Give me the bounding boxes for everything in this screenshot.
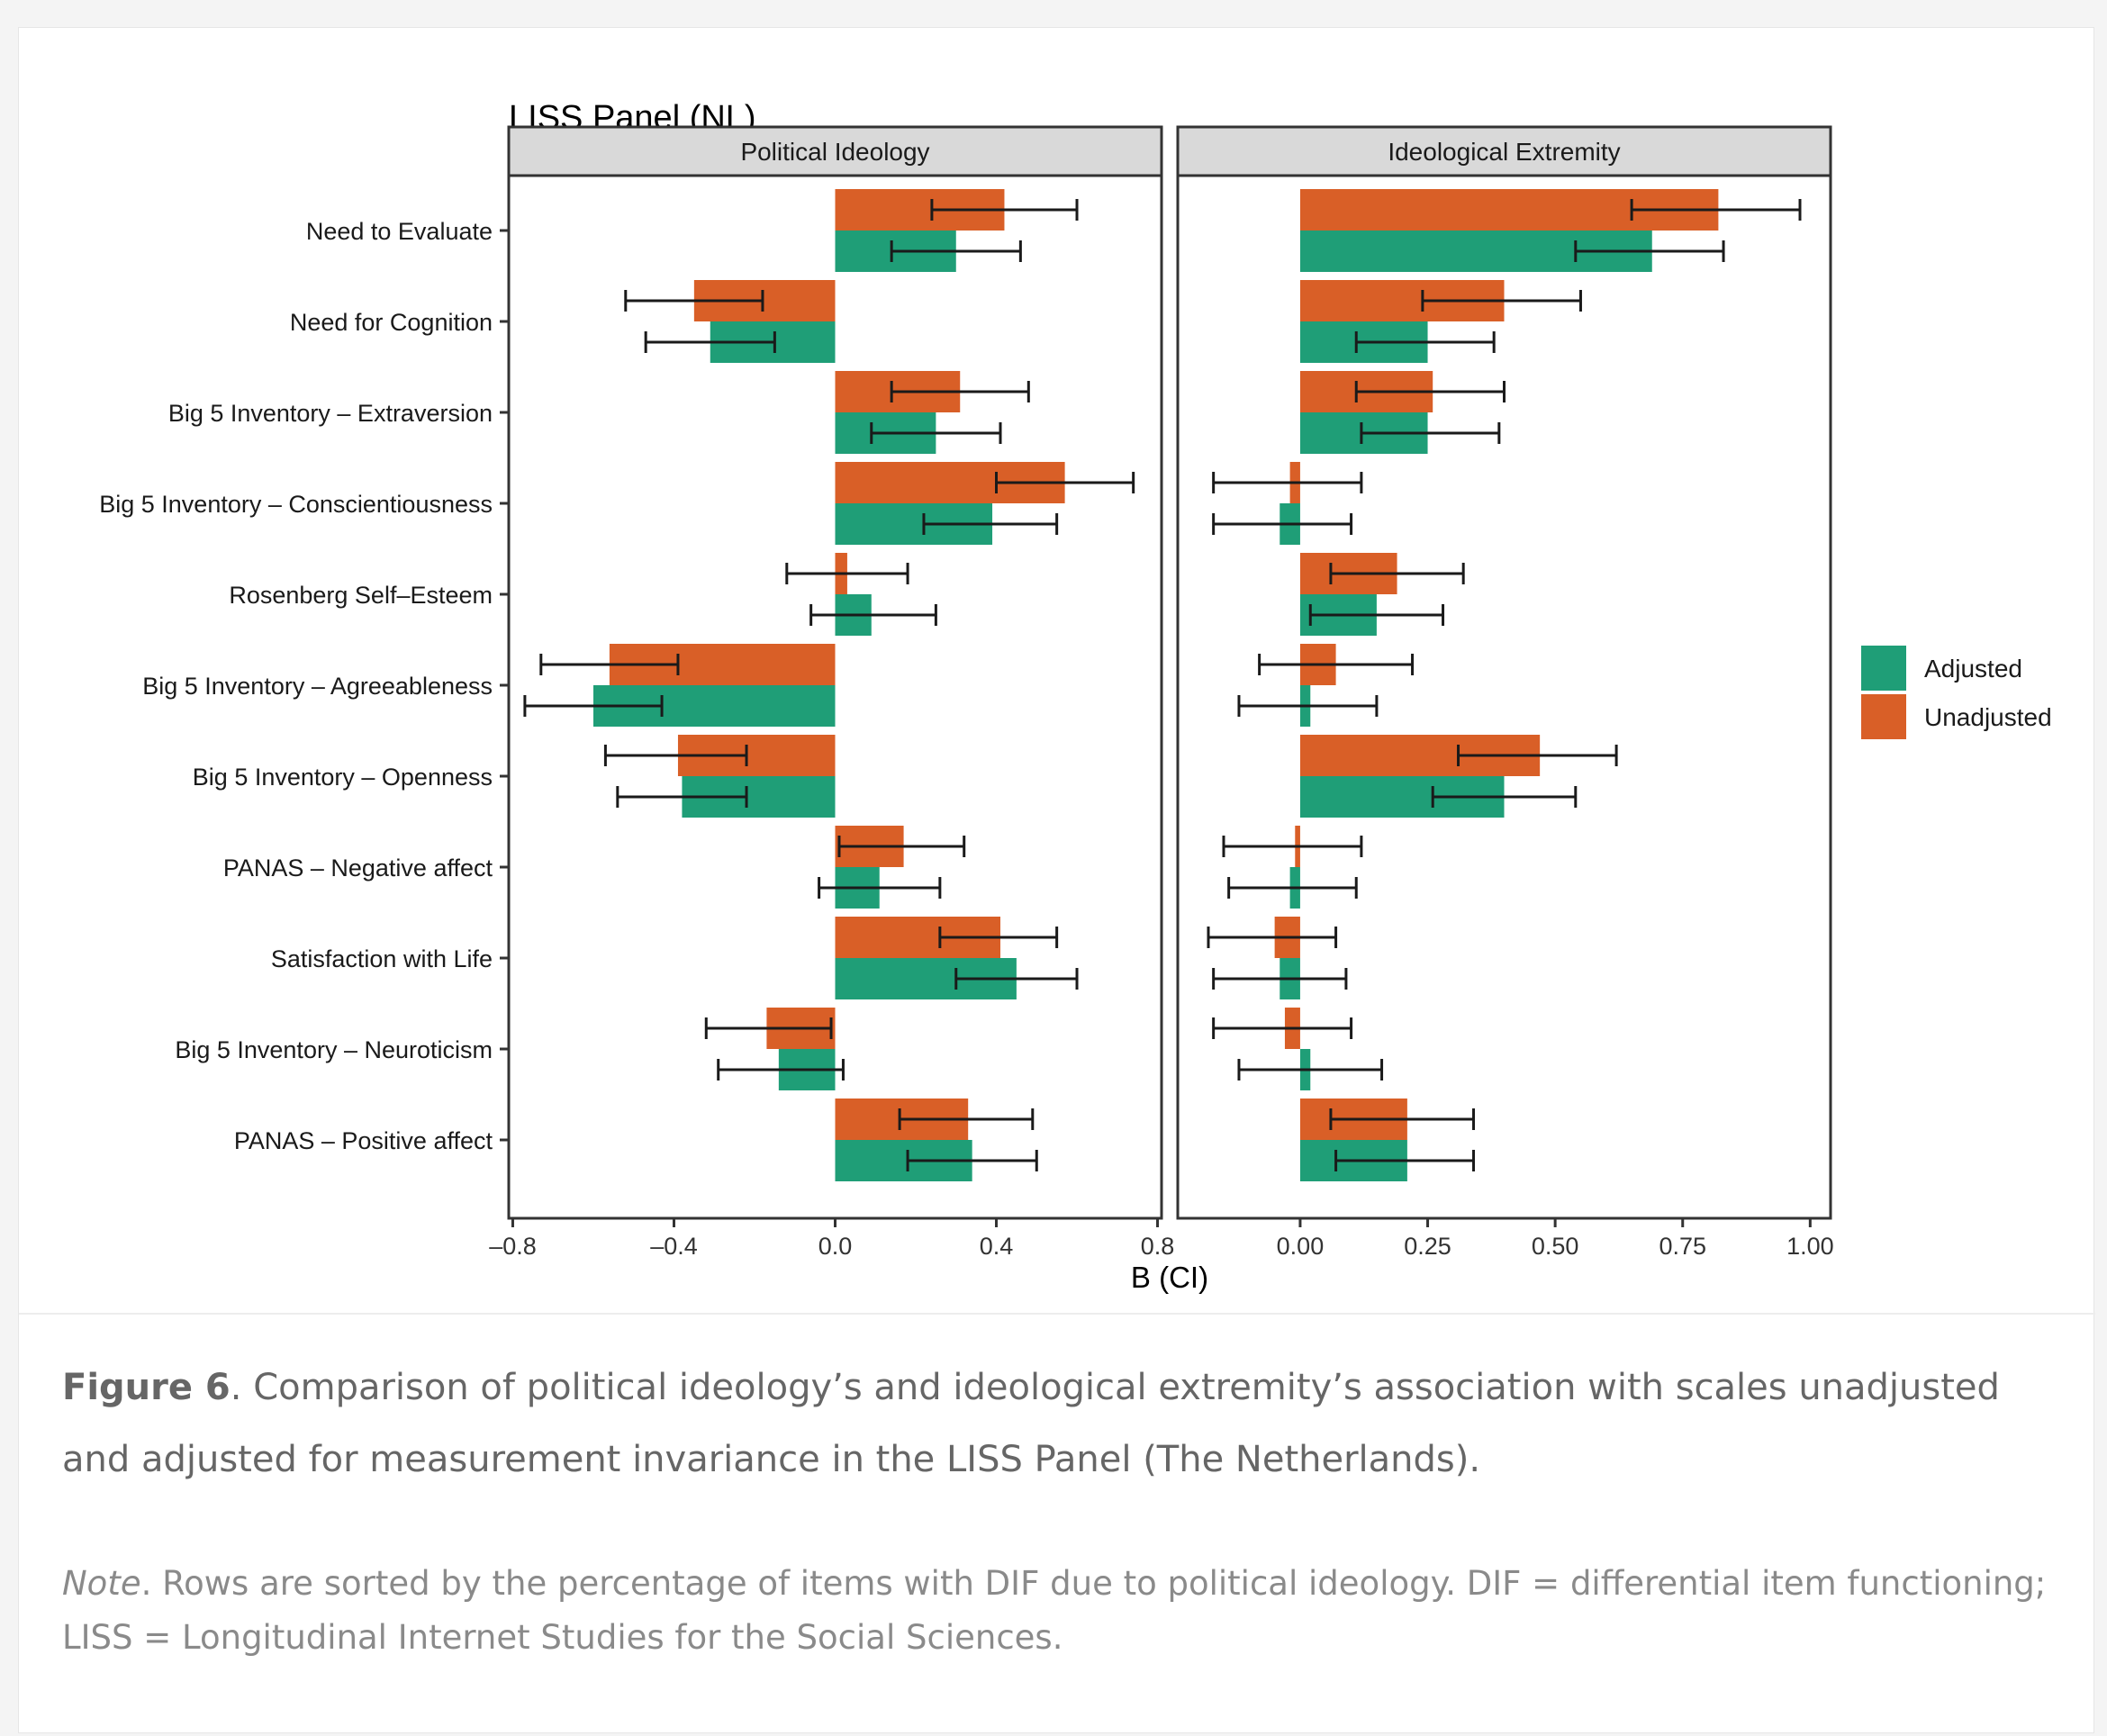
y-tick-label: Need to Evaluate (306, 218, 493, 245)
x-tick-label: 0.75 (1659, 1233, 1706, 1260)
figure-label: Figure 6 (62, 1367, 231, 1408)
legend-key-unadjusted (1861, 694, 1906, 739)
chart: LISS Panel (NL)Political Ideology–0.8 –0.… (99, 99, 2052, 1294)
legend-label: Unadjusted (1924, 703, 2052, 731)
note-label: Note (62, 1564, 141, 1603)
x-tick-label: –0.8 (489, 1233, 537, 1260)
figure-caption: Figure 6. Comparison of political ideolo… (62, 1352, 2043, 1496)
y-tick-label: Big 5 Inventory – Openness (193, 764, 493, 791)
facet-title: Political Ideology (740, 138, 929, 166)
figure-card: LISS Panel (NL) Political Ideology –0.8 –0.… (18, 27, 2095, 1733)
y-tick-label: Big 5 Inventory – Conscientiousness (99, 491, 493, 518)
note-text: . Rows are sorted by the percentage of i… (62, 1564, 2047, 1657)
y-tick-label: PANAS – Negative affect (223, 854, 493, 882)
legend-label: Adjusted (1924, 655, 2022, 683)
x-tick-label: 1.00 (1786, 1233, 1834, 1260)
x-tick-label: 0.4 (980, 1233, 1014, 1260)
x-axis-label: B (CI) (1131, 1261, 1208, 1294)
y-tick-label: Satisfaction with Life (271, 945, 493, 972)
figure-image: LISS Panel (NL) Political Ideology –0.8 –0.… (19, 28, 2095, 1311)
caption-text: . Comparison of political ideology’s and… (62, 1367, 2000, 1480)
y-tick-label: Big 5 Inventory – Agreeableness (142, 673, 493, 700)
divider (19, 1313, 2095, 1315)
x-tick-label: 0.25 (1404, 1233, 1451, 1260)
y-tick-label: PANAS – Positive affect (234, 1127, 493, 1154)
x-tick-label: 0.50 (1532, 1233, 1579, 1260)
y-tick-label: Need for Cognition (290, 309, 493, 336)
x-tick-label: 0.00 (1277, 1233, 1325, 1260)
y-tick-label: Rosenberg Self–Esteem (229, 582, 493, 609)
y-tick-label: Big 5 Inventory – Extraversion (168, 400, 493, 427)
panel-background (1178, 176, 1831, 1218)
x-tick-label: 0.8 (1141, 1233, 1175, 1260)
y-tick-label: Big 5 Inventory – Neuroticism (175, 1036, 493, 1063)
legend-key-adjusted (1861, 646, 1906, 691)
x-tick-label: 0.0 (818, 1233, 853, 1260)
figure-note: Note. Rows are sorted by the percentage … (62, 1557, 2061, 1665)
panel-border (1176, 174, 1832, 1220)
x-tick-label: –0.4 (650, 1233, 698, 1260)
facet-strip (507, 125, 1163, 177)
facet-title: Ideological Extremity (1388, 138, 1620, 166)
